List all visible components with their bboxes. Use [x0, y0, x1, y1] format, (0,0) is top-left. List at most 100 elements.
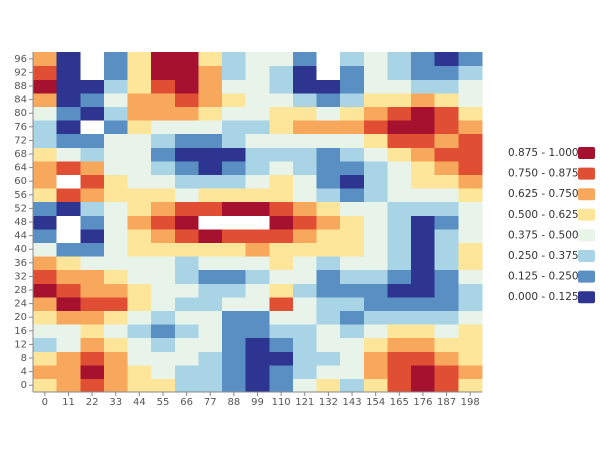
legend-swatch: [578, 208, 595, 221]
heatmap-cell: [151, 269, 176, 284]
heatmap-cell: [151, 79, 176, 94]
heatmap-cell: [151, 160, 176, 175]
heatmap-cell: [33, 228, 58, 243]
heatmap-cell: [174, 188, 200, 203]
x-tick-label: 33: [109, 397, 122, 408]
legend-swatch: [578, 188, 595, 201]
heatmap-cell: [33, 201, 58, 216]
heatmap-cell: [340, 351, 365, 366]
heatmap-cell: [316, 133, 341, 148]
heatmap-cell: [127, 378, 152, 393]
heatmap-cell: [127, 269, 152, 284]
heatmap-cell: [340, 378, 365, 393]
heatmap-cell: [269, 310, 294, 325]
heatmap-cell: [411, 269, 436, 284]
heatmap-cell: [387, 92, 412, 107]
heatmap-cell: [458, 201, 483, 216]
heatmap-cell: [103, 324, 129, 339]
heatmap-cell: [33, 269, 58, 284]
x-tick-label: 143: [342, 397, 361, 408]
heatmap-cell: [411, 242, 436, 257]
heatmap-cell: [33, 65, 58, 80]
heatmap-cell: [434, 337, 459, 352]
legend-swatch: [578, 229, 595, 242]
heatmap-cell: [56, 378, 81, 393]
heatmap-cell: [198, 160, 223, 175]
heatmap-cell: [56, 351, 81, 366]
heatmap-cell: [56, 324, 81, 339]
heatmap-cell: [363, 256, 389, 271]
heatmap-cell: [387, 174, 412, 189]
heatmap-cell: [411, 174, 436, 189]
heatmap-cell: [458, 120, 483, 135]
heatmap-cell: [198, 174, 223, 189]
heatmap-cell: [316, 378, 341, 393]
heatmap-cell: [387, 228, 412, 243]
heatmap-cell: [222, 242, 247, 257]
heatmap-cell: [411, 324, 436, 339]
heatmap-cell: [245, 269, 270, 284]
heatmap-cell: [174, 351, 200, 366]
heatmap-cell: [363, 92, 389, 107]
heatmap-cell: [434, 120, 459, 135]
heatmap-cell: [222, 310, 247, 325]
heatmap-cell: [363, 242, 389, 257]
heatmap-cell: [269, 378, 294, 393]
heatmap-cell: [245, 324, 270, 339]
heatmap-cell: [80, 174, 105, 189]
heatmap-cell: [103, 106, 129, 121]
heatmap-cell: [80, 283, 105, 298]
heatmap-cell: [33, 174, 58, 189]
x-tick-label: 55: [157, 397, 170, 408]
heatmap-cell: [434, 215, 459, 230]
y-tick-label: 36: [14, 258, 27, 269]
heatmap-cell: [340, 296, 365, 311]
heatmap-cell: [363, 310, 389, 325]
heatmap-cell: [198, 52, 223, 67]
heatmap-cell: [411, 147, 436, 162]
heatmap-cell: [198, 215, 223, 230]
heatmap-cell: [103, 283, 129, 298]
heatmap-cell: [340, 52, 365, 67]
heatmap-cell: [434, 256, 459, 271]
heatmap-cell: [174, 120, 200, 135]
heatmap-cell: [458, 351, 483, 366]
heatmap-cell: [33, 215, 58, 230]
heatmap-cell: [198, 324, 223, 339]
heatmap-cell: [316, 65, 341, 80]
heatmap-cell: [198, 201, 223, 216]
heatmap-cell: [151, 188, 176, 203]
heatmap-cell: [222, 283, 247, 298]
heatmap-cell: [103, 351, 129, 366]
heatmap-cell: [174, 364, 200, 379]
heatmap-cell: [33, 242, 58, 257]
heatmap-cell: [316, 324, 341, 339]
y-tick-label: 80: [14, 108, 27, 119]
heatmap-cell: [387, 188, 412, 203]
heatmap-cell: [340, 174, 365, 189]
heatmap-cell: [340, 324, 365, 339]
heatmap-cell: [292, 378, 318, 393]
heatmap-cell: [411, 215, 436, 230]
x-tick-label: 154: [366, 397, 385, 408]
heatmap-cell: [292, 92, 318, 107]
heatmap-cell: [292, 52, 318, 67]
heatmap-cell: [222, 65, 247, 80]
heatmap-cell: [198, 65, 223, 80]
legend-swatch: [578, 147, 595, 159]
heatmap-cell: [387, 337, 412, 352]
heatmap-cell: [103, 242, 129, 257]
heatmap-cell: [316, 351, 341, 366]
heatmap-cell: [387, 52, 412, 67]
heatmap-cell: [198, 296, 223, 311]
heatmap-cell: [198, 120, 223, 135]
y-tick-label: 68: [14, 149, 27, 160]
heatmap-cell: [363, 296, 389, 311]
heatmap-cell: [174, 283, 200, 298]
heatmap-cell: [340, 310, 365, 325]
heatmap-cell: [222, 160, 247, 175]
heatmap-cell: [151, 215, 176, 230]
heatmap-cell: [411, 310, 436, 325]
heatmap-cell: [411, 79, 436, 94]
heatmap-cell: [103, 174, 129, 189]
